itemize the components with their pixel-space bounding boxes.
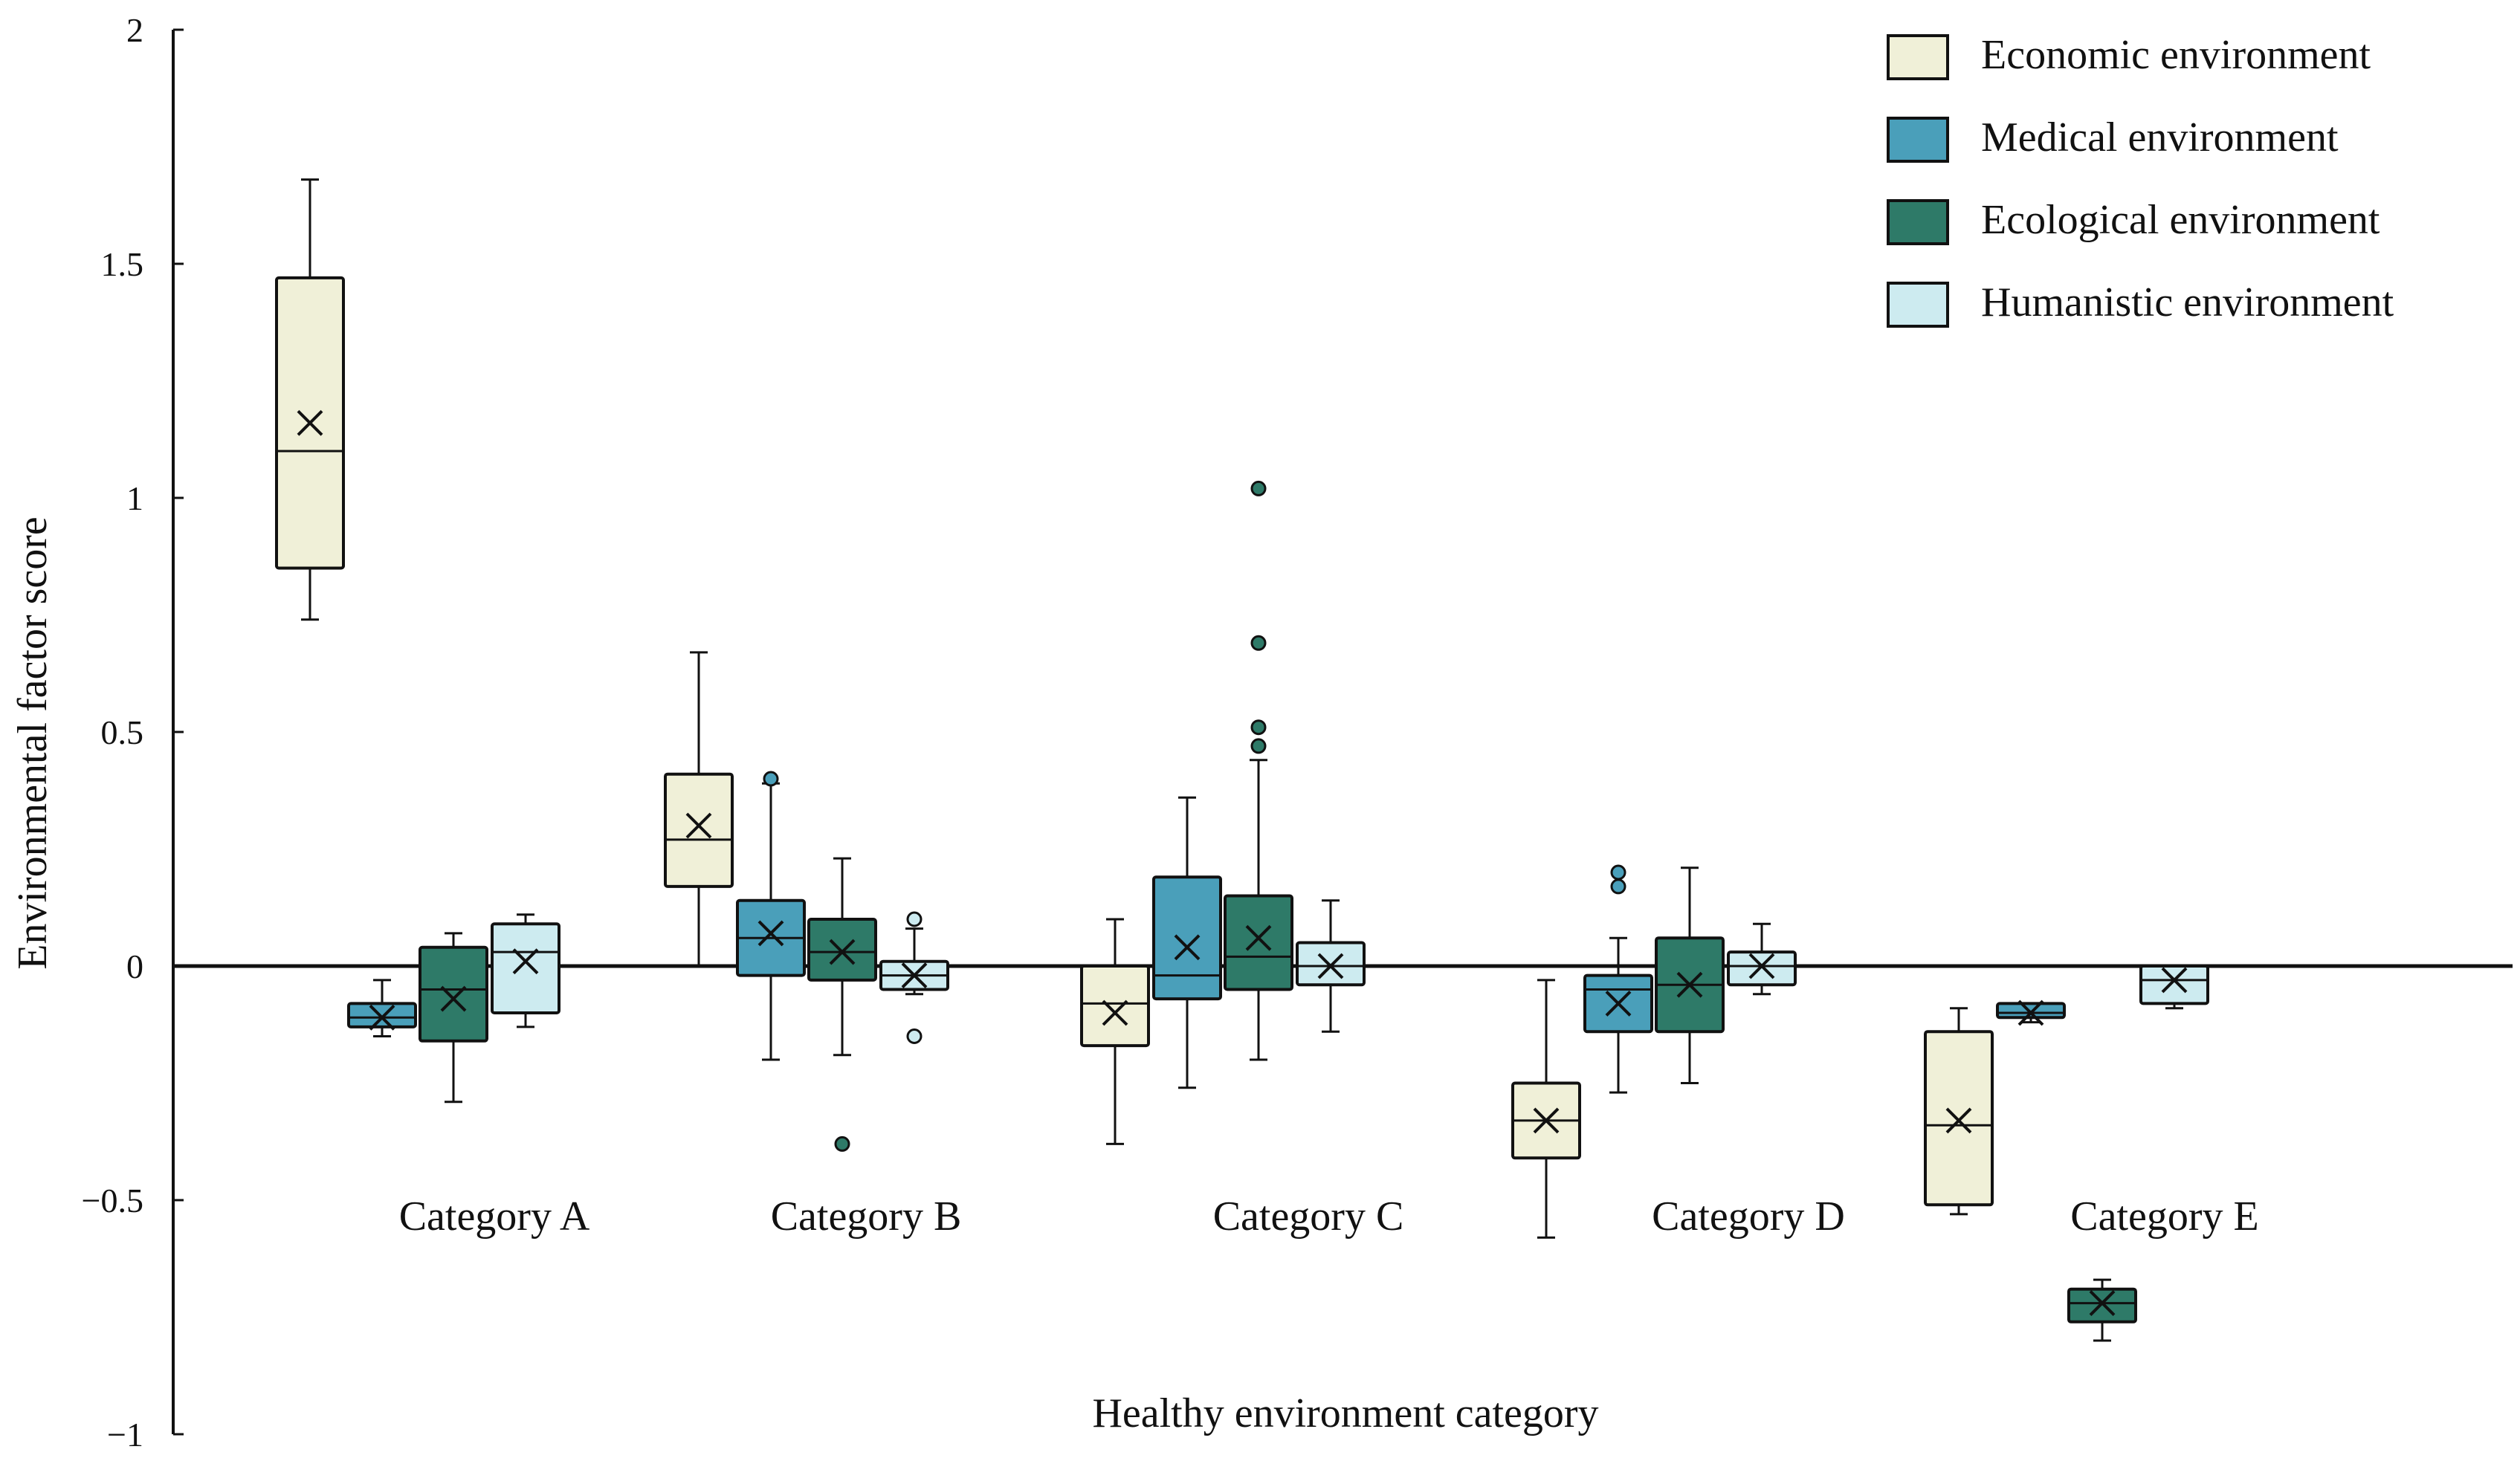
box-iqr xyxy=(1727,950,1797,987)
box-1 xyxy=(275,178,345,621)
box-iqr xyxy=(2139,965,2209,1005)
box-iqr xyxy=(419,945,488,1043)
category-labels: Category A Category B Category C Category D… xyxy=(399,1193,2259,1240)
box-3 xyxy=(1152,796,1222,1089)
y-axis: −1 −0.5 0 0.5 1 1.5 2 xyxy=(82,11,184,1454)
outlier-point xyxy=(763,771,779,787)
box-3 xyxy=(1224,480,1293,1061)
mean-marker xyxy=(757,920,784,947)
category-label: Category E xyxy=(2070,1193,2258,1240)
outlier-point xyxy=(906,911,923,927)
outlier-point xyxy=(834,1135,850,1152)
outlier-point xyxy=(1250,635,1267,651)
legend-item: Humanistic environment xyxy=(1887,279,2394,328)
legend-swatch xyxy=(1887,34,1949,80)
y-tick-label: −1 xyxy=(107,1416,143,1454)
legend-item: Ecological environment xyxy=(1887,197,2380,245)
mean-marker xyxy=(1605,990,1632,1017)
series-economic-environment xyxy=(275,178,1994,1239)
outlier-point xyxy=(1610,878,1626,895)
box-5 xyxy=(2139,965,2209,1010)
legend-swatch xyxy=(1887,117,1949,163)
box-iqr xyxy=(1924,1030,1994,1207)
legend-label: Medical environment xyxy=(1981,114,2339,161)
box-2 xyxy=(736,771,806,1061)
box-1 xyxy=(491,913,560,1028)
category-label: Category D xyxy=(1652,1193,1845,1240)
y-tick-label: 1.5 xyxy=(101,245,144,283)
mean-marker xyxy=(440,985,467,1012)
box-iqr xyxy=(2067,1287,2137,1323)
mean-marker xyxy=(369,1004,395,1031)
box-5 xyxy=(2067,1278,2137,1342)
outlier-point xyxy=(906,1028,923,1044)
outlier-point xyxy=(1250,719,1267,736)
mean-marker xyxy=(1174,934,1201,961)
mean-marker xyxy=(297,409,323,436)
box-4 xyxy=(1511,979,1581,1239)
box-4 xyxy=(1583,864,1653,1094)
mean-marker xyxy=(1317,953,1344,979)
box-3 xyxy=(1296,899,1366,1033)
y-tick-label: 2 xyxy=(126,11,143,49)
mean-marker xyxy=(1102,999,1128,1026)
mean-marker xyxy=(829,939,856,965)
box-iqr xyxy=(1224,894,1293,991)
box-4 xyxy=(1655,866,1725,1084)
mean-marker xyxy=(1533,1107,1560,1134)
series-medical-environment xyxy=(347,771,2066,1094)
box-iqr xyxy=(1080,965,1150,1048)
legend-item: Medical environment xyxy=(1887,114,2339,163)
mean-marker xyxy=(901,962,928,989)
box-iqr xyxy=(1152,875,1222,1001)
legend-item: Economic environment xyxy=(1887,32,2371,80)
mean-marker xyxy=(1748,953,1775,979)
legend: Economic environment Medical environment E… xyxy=(1887,32,2394,328)
category-label: Category B xyxy=(771,1193,962,1240)
box-5 xyxy=(1924,1007,1994,1216)
legend-label: Economic environment xyxy=(1981,32,2371,78)
legend-label: Humanistic environment xyxy=(1981,279,2394,325)
legend-swatch xyxy=(1887,199,1949,245)
mean-marker xyxy=(1676,971,1703,998)
legend-label: Ecological environment xyxy=(1981,197,2380,243)
y-tick-label: 0.5 xyxy=(101,713,144,751)
mean-marker xyxy=(512,948,539,975)
box-iqr xyxy=(1296,941,1366,987)
y-axis-title: Environmental factor score xyxy=(10,516,56,970)
category-label: Category A xyxy=(399,1193,590,1240)
box-4 xyxy=(1727,922,1797,996)
box-5 xyxy=(1996,999,2066,1026)
box-3 xyxy=(1080,918,1150,1145)
series-ecological-environment xyxy=(419,480,2137,1342)
box-2 xyxy=(807,857,877,1152)
mean-marker xyxy=(2017,999,2044,1026)
box-2 xyxy=(879,911,949,1044)
outlier-point xyxy=(1610,864,1626,881)
series-humanistic-environment xyxy=(491,899,2209,1044)
mean-marker xyxy=(685,812,712,839)
outlier-point xyxy=(1250,480,1267,496)
box-iqr xyxy=(491,922,560,1015)
box-series-group xyxy=(275,178,2209,1342)
mean-marker xyxy=(1245,924,1272,951)
mean-marker xyxy=(1945,1107,1972,1134)
box-1 xyxy=(419,932,488,1104)
box-1 xyxy=(347,979,417,1037)
box-iqr xyxy=(347,1002,417,1028)
x-axis-title: Healthy environment category xyxy=(1092,1390,1598,1436)
legend-swatch xyxy=(1887,282,1949,328)
mean-marker xyxy=(2161,967,2188,994)
mean-marker xyxy=(2089,1290,2116,1317)
y-tick-label: 1 xyxy=(126,479,143,517)
box-iqr xyxy=(807,918,877,982)
y-tick-label: 0 xyxy=(126,947,143,985)
outlier-point xyxy=(1250,738,1267,754)
box-2 xyxy=(664,651,734,968)
box-iqr xyxy=(1996,1002,2066,1020)
box-iqr xyxy=(664,772,734,888)
y-tick-label: −0.5 xyxy=(82,1182,143,1219)
category-label: Category C xyxy=(1213,1193,1404,1240)
